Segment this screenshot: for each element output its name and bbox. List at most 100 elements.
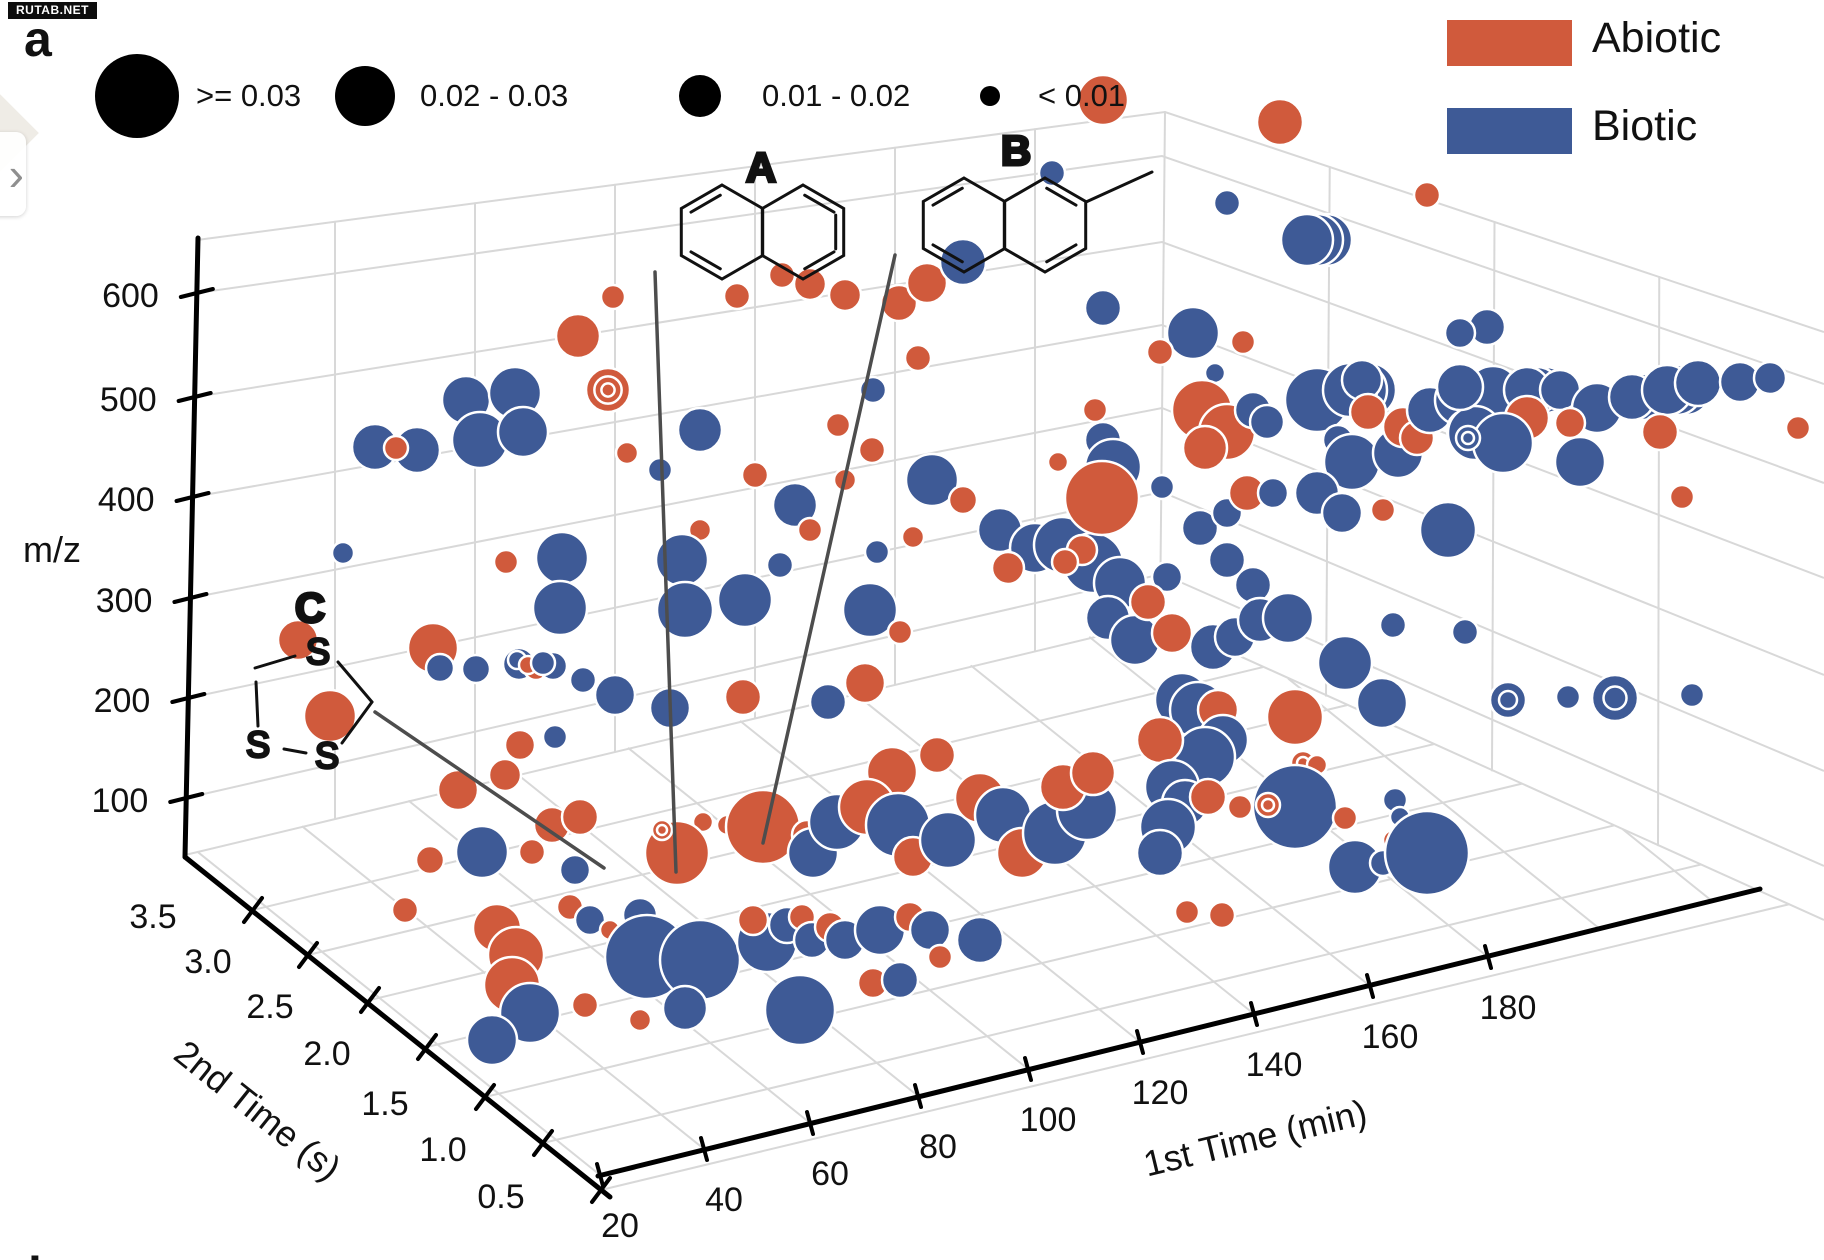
abiotic-bubble — [517, 837, 547, 867]
structure-A-ring1-double-bond — [689, 250, 722, 271]
abiotic-bubble — [599, 283, 627, 311]
floor-line-y — [739, 720, 1141, 1043]
biotic-bubble — [1180, 508, 1220, 548]
biotic-bubble — [1378, 610, 1408, 640]
biotic-bubble — [534, 530, 590, 586]
biotic-bubble — [496, 405, 550, 459]
x-tick-label: 60 — [811, 1155, 849, 1193]
chevron-right-icon: › — [8, 148, 24, 200]
biotic-bubble — [529, 649, 557, 677]
floor-line-y — [1287, 677, 1601, 930]
abiotic-bubble — [1369, 496, 1397, 524]
biotic-bubble — [880, 960, 920, 1000]
abiotic-bubble — [903, 343, 933, 373]
watermark-badge: RUTAB.NET — [8, 2, 97, 19]
carousel-next-button[interactable]: › — [0, 132, 26, 216]
abiotic-bubble — [736, 903, 770, 937]
biotic-bubble — [330, 540, 356, 566]
x-tick-label: 100 — [1020, 1101, 1077, 1139]
structure-C-bond — [336, 660, 374, 704]
x-tick — [805, 1110, 815, 1136]
abiotic-bubble — [1069, 749, 1117, 797]
abiotic-bubble — [1135, 715, 1185, 765]
biotic-bubble — [1316, 634, 1374, 692]
abiotic-bubble — [560, 797, 600, 837]
structure-A-ring1 — [679, 183, 765, 281]
abiotic-bubble — [414, 844, 446, 876]
abiotic-bubble-ring — [1260, 797, 1276, 813]
size-legend-label: < 0.01 — [1038, 78, 1126, 113]
abiotic-bubble — [1348, 392, 1388, 432]
biotic-bubble — [1435, 362, 1485, 412]
x-tick — [1365, 973, 1375, 999]
biotic-bubble — [1471, 411, 1535, 475]
abiotic-bubble — [947, 484, 979, 516]
y-tick — [359, 986, 381, 1014]
structure-A-ring2-double-bond — [803, 250, 836, 271]
panel-label-b-partial: b — [28, 1246, 59, 1260]
structure-B-ring1-double-bond — [931, 186, 964, 207]
leader-line-A — [653, 270, 678, 874]
structure-A-ring2-double-bond — [803, 193, 836, 214]
x-tick-label: 140 — [1246, 1046, 1303, 1084]
biotic-bubble — [541, 723, 569, 751]
y-tick — [532, 1129, 554, 1157]
abiotic-bubble — [650, 818, 674, 842]
wall-hline — [190, 406, 1824, 676]
abiotic-bubble — [276, 618, 320, 662]
bubbles — [276, 73, 1812, 1067]
structure-B-ring2-double-bond — [1045, 186, 1078, 207]
biotic-bubble — [1256, 476, 1290, 510]
abiotic-bubble — [1207, 900, 1237, 930]
biotic-bubble — [841, 581, 899, 639]
floor-line-y — [196, 850, 601, 1176]
size-legend-label: 0.01 - 0.02 — [762, 78, 911, 113]
y-tick-label: 3.0 — [184, 943, 231, 981]
abiotic-bubble — [691, 810, 715, 834]
abiotic-bubble — [1331, 804, 1359, 832]
legend-swatch-abiotic — [1447, 20, 1572, 66]
biotic-bubble — [1261, 591, 1315, 645]
biotic-bubble — [1418, 500, 1478, 560]
biotic-bubble — [1590, 673, 1640, 723]
abiotic-bubble — [1081, 396, 1109, 424]
y-tick-label: 1.5 — [361, 1085, 408, 1123]
abiotic-bubble — [1412, 180, 1442, 210]
structure-C-bond — [253, 654, 297, 670]
structure-C-bond — [282, 747, 308, 755]
floor-line-x — [542, 863, 1702, 1144]
abiotic-bubble — [503, 728, 537, 762]
biotic-bubble — [1212, 188, 1242, 218]
abiotic-bubble — [723, 677, 763, 717]
y-axis — [182, 854, 613, 1200]
abiotic-bubble — [382, 434, 410, 462]
x-tick — [1135, 1029, 1145, 1055]
abiotic-bubble — [1128, 582, 1168, 622]
biotic-bubble — [1673, 358, 1723, 408]
abiotic-bubble — [917, 735, 957, 775]
biotic-bubble — [1083, 288, 1123, 328]
structure-B-ring1-double-bond — [931, 243, 964, 264]
biotic-bubble — [1678, 681, 1706, 709]
z-tick-label: 400 — [98, 481, 155, 519]
abiotic-bubble — [627, 1007, 653, 1033]
biotic-bubble — [531, 579, 589, 637]
biotic-bubble — [904, 452, 960, 508]
biotic-bubble — [716, 571, 774, 629]
abiotic-bubble — [1784, 414, 1812, 442]
biotic-bubble — [655, 580, 715, 640]
abiotic-bubble — [990, 550, 1026, 586]
biotic-bubble — [1443, 316, 1477, 350]
x-tick-label: 40 — [705, 1181, 743, 1219]
size-legend-label: >= 0.03 — [196, 78, 302, 113]
leader-line-B — [761, 253, 897, 845]
biotic-bubble — [1450, 617, 1480, 647]
structure-B-methyl-bond — [1084, 170, 1154, 204]
x-tick — [1249, 1001, 1259, 1027]
abiotic-bubble — [1150, 611, 1194, 655]
abiotic-bubble — [1226, 793, 1254, 821]
structure-C-bond — [340, 700, 374, 745]
floor-line-y — [627, 747, 1029, 1070]
abiotic-bubble — [905, 261, 949, 305]
